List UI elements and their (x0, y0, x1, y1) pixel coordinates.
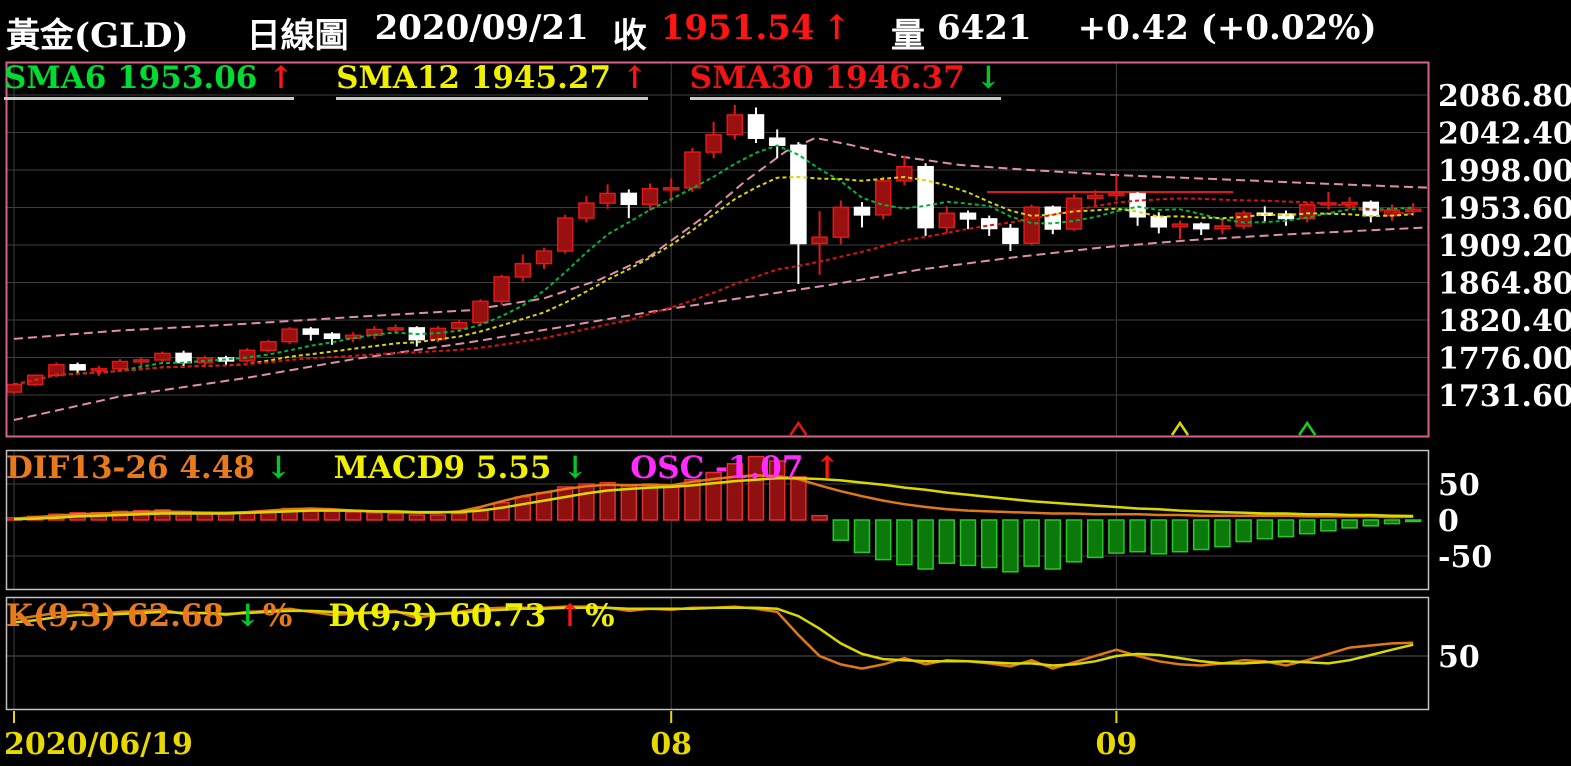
symbol-name: 黃金(GLD) (6, 16, 189, 56)
svg-text:1864.80: 1864.80 (1438, 267, 1571, 302)
close-up-arrow-icon: ↑ (822, 8, 851, 48)
osc-legend: OSC -1.07 ↑ (630, 450, 841, 486)
svg-text:1820.40: 1820.40 (1438, 304, 1571, 339)
sma6-legend: SMA6 1953.06 ↑ (4, 60, 295, 100)
down-arrow-icon: ↓ (234, 598, 261, 634)
signal-marker-icon (1298, 420, 1317, 436)
up-arrow-icon: ↑ (814, 450, 841, 486)
volume-label: 量 (890, 16, 925, 56)
svg-text:-50: -50 (1438, 540, 1492, 575)
svg-text:2042.40: 2042.40 (1438, 117, 1571, 152)
down-arrow-icon: ↓ (265, 450, 292, 486)
dif-legend: DIF13-26 4.48 ↓ (6, 450, 292, 486)
svg-text:2086.80: 2086.80 (1438, 79, 1571, 114)
d-legend: D(9,3) 60.73 ↑% (328, 598, 615, 634)
svg-text:09: 09 (1096, 727, 1138, 762)
up-arrow-icon: ↑ (557, 598, 584, 634)
close-value: 1951.54 (660, 8, 815, 48)
svg-text:2020/06/19: 2020/06/19 (4, 727, 193, 762)
change-value: +0.42 (+0.02%) (1077, 8, 1377, 48)
svg-text:50: 50 (1438, 640, 1480, 675)
svg-text:0: 0 (1438, 504, 1459, 539)
macd-panel: 500-50 (5, 449, 1492, 591)
main-price-panel: 2086.802042.401998.001953.601909.201864.… (5, 61, 1571, 438)
svg-text:08: 08 (650, 727, 692, 762)
chart-header: 黃金(GLD) 日線圖 2020/09/21 收 1951.54 ↑ 量 6421 +0.42 … (6, 8, 1377, 56)
k-legend: K(9,3) 62.68 ↓% (6, 598, 293, 634)
svg-text:1909.20: 1909.20 (1438, 229, 1571, 264)
volume-value: 6421 (936, 8, 1032, 48)
kd-panel: 50 (5, 596, 1480, 711)
chart-type-label: 日線圖 (246, 16, 349, 56)
svg-text:1731.60: 1731.60 (1438, 379, 1571, 414)
sma12-legend: SMA12 1945.27 ↑ (336, 61, 648, 100)
macd9-legend: MACD9 5.55 ↓ (333, 450, 589, 486)
svg-text:50: 50 (1438, 468, 1480, 503)
svg-text:1776.00: 1776.00 (1438, 342, 1571, 377)
close-label: 收 (612, 16, 647, 56)
down-arrow-icon: ↓ (562, 450, 589, 486)
down-arrow-icon: ↓ (975, 60, 1002, 96)
svg-text:1998.00: 1998.00 (1438, 154, 1571, 189)
signal-marker-icon (789, 420, 808, 436)
quote-date: 2020/09/21 (374, 8, 589, 48)
macd-legend: DIF13-26 4.48 ↓ MACD9 5.55 ↓ OSC -1.07 ↑ (6, 451, 882, 485)
x-axis: 2020/06/19 08 09 (4, 711, 1137, 762)
signal-marker-icon (1170, 420, 1190, 436)
up-arrow-icon: ↑ (621, 60, 648, 96)
svg-text:1953.60: 1953.60 (1438, 192, 1571, 227)
sma30-legend: SMA30 1946.37 ↓ (689, 60, 1002, 100)
sma-legend: SMA6 1953.06 ↑ SMA12 1945.27 ↑ SMA30 1946.… (4, 61, 1043, 100)
up-arrow-icon: ↑ (268, 60, 295, 96)
kd-legend: K(9,3) 62.68 ↓% D(9,3) 60.73 ↑% (6, 599, 657, 633)
